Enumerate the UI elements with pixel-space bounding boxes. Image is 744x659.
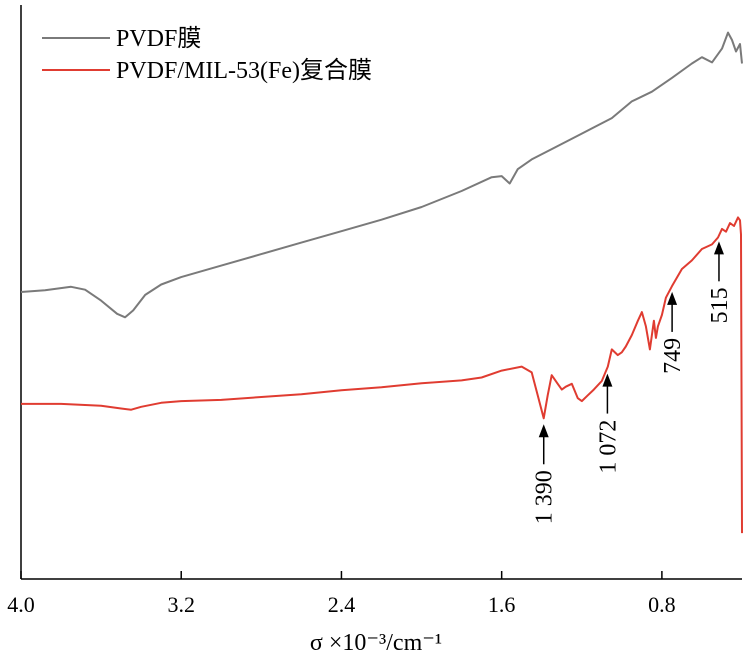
x-tick-label: 0.8 <box>648 592 676 617</box>
x-ticks: 4.0 3.2 2.4 1.6 0.8 <box>7 571 676 617</box>
peak-annotation: 515 <box>707 241 733 323</box>
plot-frame <box>20 5 742 580</box>
annotation-arrowhead <box>667 291 678 305</box>
x-tick-label: 4.0 <box>7 592 35 617</box>
legend-label: PVDF/MIL-53(Fe)复合膜 <box>116 57 372 84</box>
annotation-arrowhead <box>602 373 613 387</box>
peak-annotation: 749 <box>660 291 686 374</box>
x-tick-label: 1.6 <box>488 592 516 617</box>
annotation-label: 1 390 <box>532 470 558 524</box>
series-pvdf-line <box>20 31 743 319</box>
peak-annotation: 1 390 <box>532 424 558 524</box>
annotation-layer: 1 390 1 072 749 515 <box>532 241 733 524</box>
x-tick-label: 3.2 <box>167 592 195 617</box>
legend-label: PVDF膜 <box>116 25 201 52</box>
annotation-label: 749 <box>660 338 686 374</box>
annotation-label: 515 <box>707 287 733 323</box>
annotation-arrowhead <box>538 424 549 438</box>
peak-annotation: 1 072 <box>595 373 621 474</box>
annotation-label: 1 072 <box>595 420 621 474</box>
x-axis-label: σ ×10⁻³/cm⁻¹ <box>310 630 442 656</box>
x-tick-label: 2.4 <box>328 592 356 617</box>
series-layer <box>20 31 743 534</box>
legend: PVDF膜 PVDF/MIL-53(Fe)复合膜 <box>42 25 372 84</box>
series-composite-line <box>21 216 743 534</box>
annotation-arrowhead <box>713 241 724 255</box>
